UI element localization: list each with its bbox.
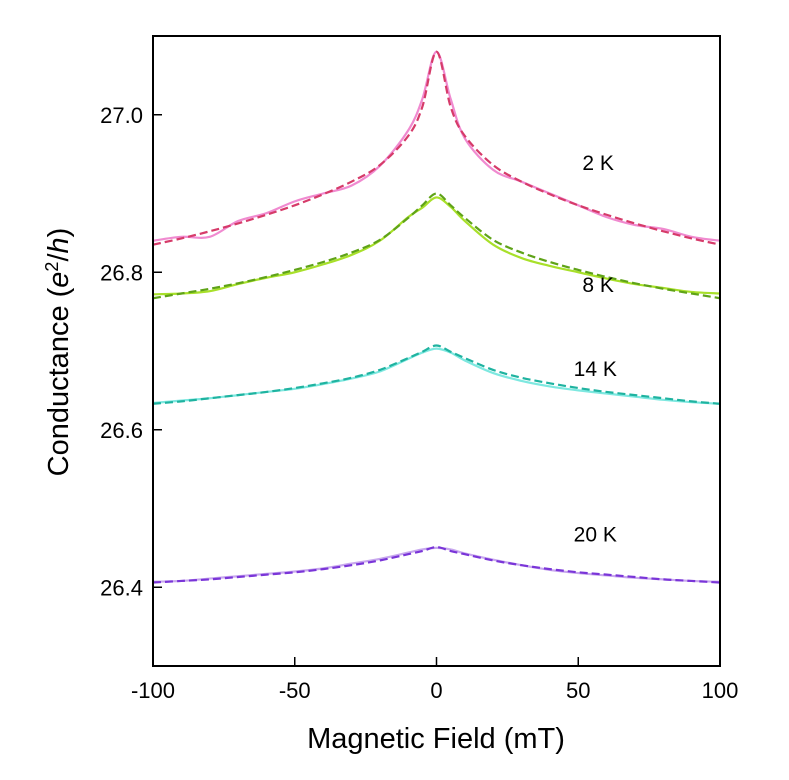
series-label-1: 8 K [582, 274, 614, 297]
series-fit-line-0 [152, 50, 721, 246]
y-axis-title: Conductance (e2/h) [42, 228, 75, 477]
series-data-line-3 [152, 546, 721, 583]
series-data-line-2 [152, 347, 721, 405]
x-tick-label: 50 [566, 678, 590, 703]
x-tick-label: 100 [702, 678, 739, 703]
series-fit-line-3 [152, 545, 721, 584]
y-axis-title-slash: / [43, 253, 75, 262]
series-label-3: 20 K [574, 524, 617, 547]
series-data-line-1 [152, 196, 721, 296]
series-data-line-0 [152, 50, 721, 242]
y-axis-title-main: Conductance ( [43, 287, 75, 476]
series-label-0: 2 K [582, 152, 614, 175]
x-tick-label: -100 [131, 678, 175, 703]
ticks-layer: -100 -50 0 50 100 26.4 26.6 26.8 27.0 [100, 103, 738, 703]
plot-frame [152, 35, 721, 667]
series-label-2: 14 K [574, 358, 617, 381]
series-fit-line-1 [152, 192, 721, 300]
y-tick-label: 26.4 [100, 575, 143, 600]
y-tick-label: 26.8 [100, 260, 143, 285]
y-axis-title-sup: 2 [42, 262, 62, 272]
x-axis-title: Magnetic Field (mT) [307, 723, 565, 755]
x-tick-label: 0 [430, 678, 442, 703]
y-axis-title-h: h [43, 237, 75, 253]
y-tick-label: 26.6 [100, 418, 143, 443]
series-layer [152, 50, 721, 584]
series-fit-line-2 [152, 344, 721, 405]
y-axis-title-close: ) [43, 228, 75, 238]
y-tick-label: 27.0 [100, 103, 143, 128]
y-axis-title-e: e [43, 272, 75, 288]
series-labels: 2 K 8 K 14 K 20 K [574, 152, 617, 547]
x-tick-label: -50 [279, 678, 311, 703]
